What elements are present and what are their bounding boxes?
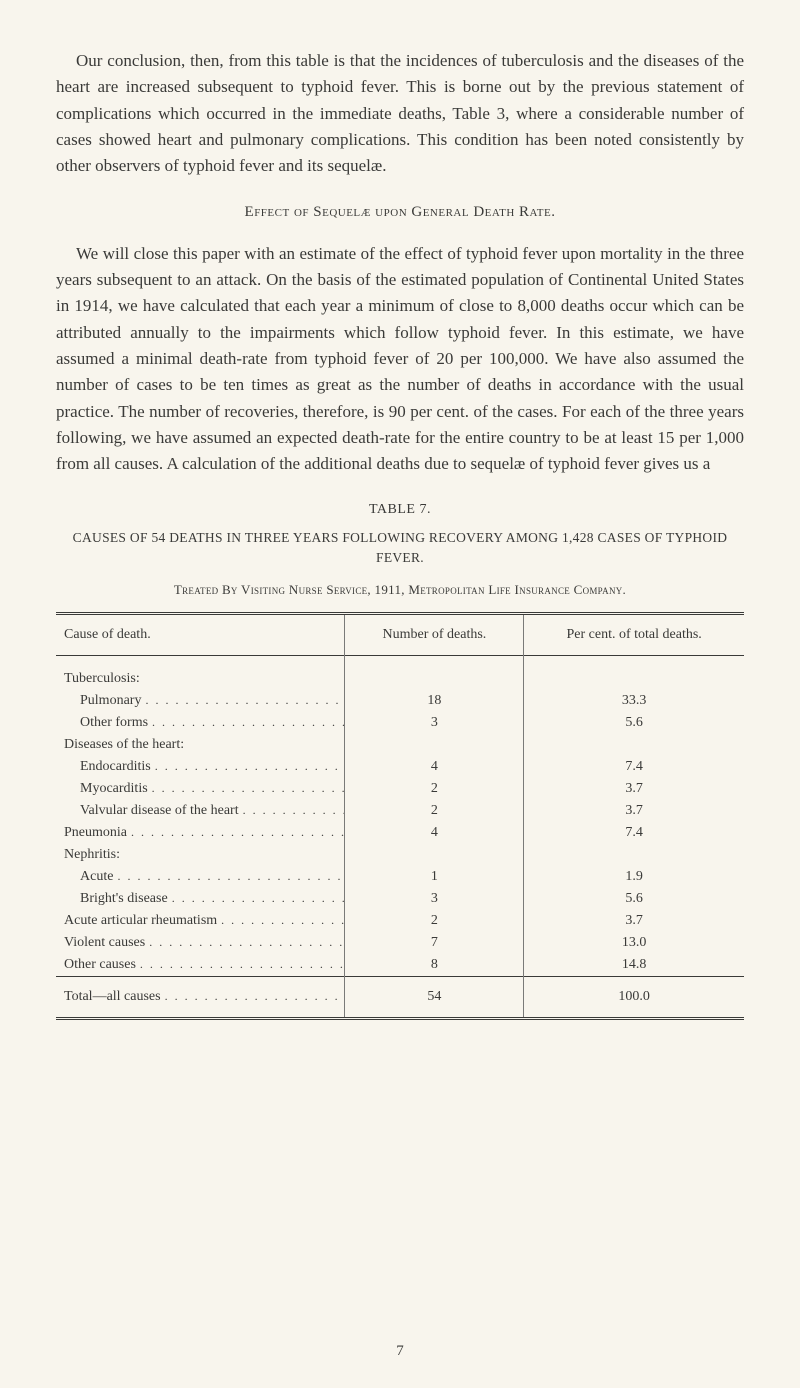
cause-label: Tuberculosis: (64, 671, 140, 686)
cell-percent: 33.3 (524, 690, 744, 712)
cell-percent: 13.0 (524, 932, 744, 954)
cell-number: 7 (345, 932, 524, 954)
section-heading: Effect of Sequelæ upon General Death Rat… (56, 204, 744, 221)
cell-percent: 1.9 (524, 866, 744, 888)
table-row: Pneumonia 47.4 (56, 822, 744, 844)
cell-number: 3 (345, 712, 524, 734)
cause-label: Pulmonary (80, 693, 141, 708)
cell-number: 4 (345, 822, 524, 844)
cell-number: 1 (345, 866, 524, 888)
cell-percent: 14.8 (524, 954, 744, 977)
table-row: Violent causes 713.0 (56, 932, 744, 954)
cell-number (345, 668, 524, 690)
header-number: Number of deaths. (345, 614, 524, 656)
cause-label: Nephritis: (64, 847, 120, 862)
cause-label: Violent causes (64, 935, 145, 950)
table-row: Other forms 35.6 (56, 712, 744, 734)
header-cause: Cause of death. (56, 614, 345, 656)
cause-label: Diseases of the heart: (64, 737, 184, 752)
cause-label: Valvular disease of the heart (80, 803, 239, 818)
table-row: Tuberculosis: (56, 668, 744, 690)
cell-percent (524, 734, 744, 756)
cell-percent: 7.4 (524, 756, 744, 778)
cause-label: Other forms (80, 715, 148, 730)
cell-percent: 3.7 (524, 800, 744, 822)
cell-number: 3 (345, 888, 524, 910)
cell-percent: 5.6 (524, 712, 744, 734)
header-percent: Per cent. of total deaths. (524, 614, 744, 656)
table-row: Acute 11.9 (56, 866, 744, 888)
cell-percent: 5.6 (524, 888, 744, 910)
total-number: 54 (345, 977, 524, 1019)
table-body: Tuberculosis:Pulmonary1833.3Other forms3… (56, 656, 744, 977)
cell-number: 8 (345, 954, 524, 977)
table-caption: TABLE 7. (56, 502, 744, 518)
deaths-table: Cause of death. Number of deaths. Per ce… (56, 612, 744, 1020)
cell-percent: 3.7 (524, 910, 744, 932)
cause-label: Acute articular rheumatism (64, 913, 217, 928)
cell-number: 18 (345, 690, 524, 712)
cause-label: Endocarditis (80, 759, 151, 774)
table-row: Valvular disease of the heart 23.7 (56, 800, 744, 822)
table-title-2: Treated By Visiting Nurse Service, 1911,… (56, 582, 744, 598)
table-title-1: CAUSES OF 54 DEATHS IN THREE YEARS FOLLO… (56, 528, 744, 569)
intro-paragraph-2: We will close this paper with an estimat… (56, 241, 744, 478)
table-row: Other causes 814.8 (56, 954, 744, 977)
cell-number: 2 (345, 800, 524, 822)
table-row: Pulmonary 1833.3 (56, 690, 744, 712)
cell-number: 2 (345, 778, 524, 800)
cell-number: 4 (345, 756, 524, 778)
cell-number (345, 734, 524, 756)
intro-paragraph-1: Our conclusion, then, from this table is… (56, 48, 744, 180)
cause-label: Bright's disease (80, 891, 168, 906)
cell-percent: 7.4 (524, 822, 744, 844)
total-percent: 100.0 (524, 977, 744, 1019)
cell-percent (524, 668, 744, 690)
cause-label: Pneumonia (64, 825, 127, 840)
cause-label: Acute (80, 869, 113, 884)
cell-number: 2 (345, 910, 524, 932)
table-row: Endocarditis 47.4 (56, 756, 744, 778)
table-row: Acute articular rheumatism 23.7 (56, 910, 744, 932)
table-row: Nephritis: (56, 844, 744, 866)
cell-percent (524, 844, 744, 866)
table-row: Myocarditis 23.7 (56, 778, 744, 800)
table-total-row: Total—all causes 54 100.0 (56, 977, 744, 1019)
cause-label: Other causes (64, 957, 136, 972)
cause-label: Myocarditis (80, 781, 148, 796)
cell-number (345, 844, 524, 866)
table-row: Bright's disease 35.6 (56, 888, 744, 910)
cell-percent: 3.7 (524, 778, 744, 800)
table-row: Diseases of the heart: (56, 734, 744, 756)
total-label: Total—all causes (64, 989, 161, 1004)
page-number: 7 (0, 1343, 800, 1360)
